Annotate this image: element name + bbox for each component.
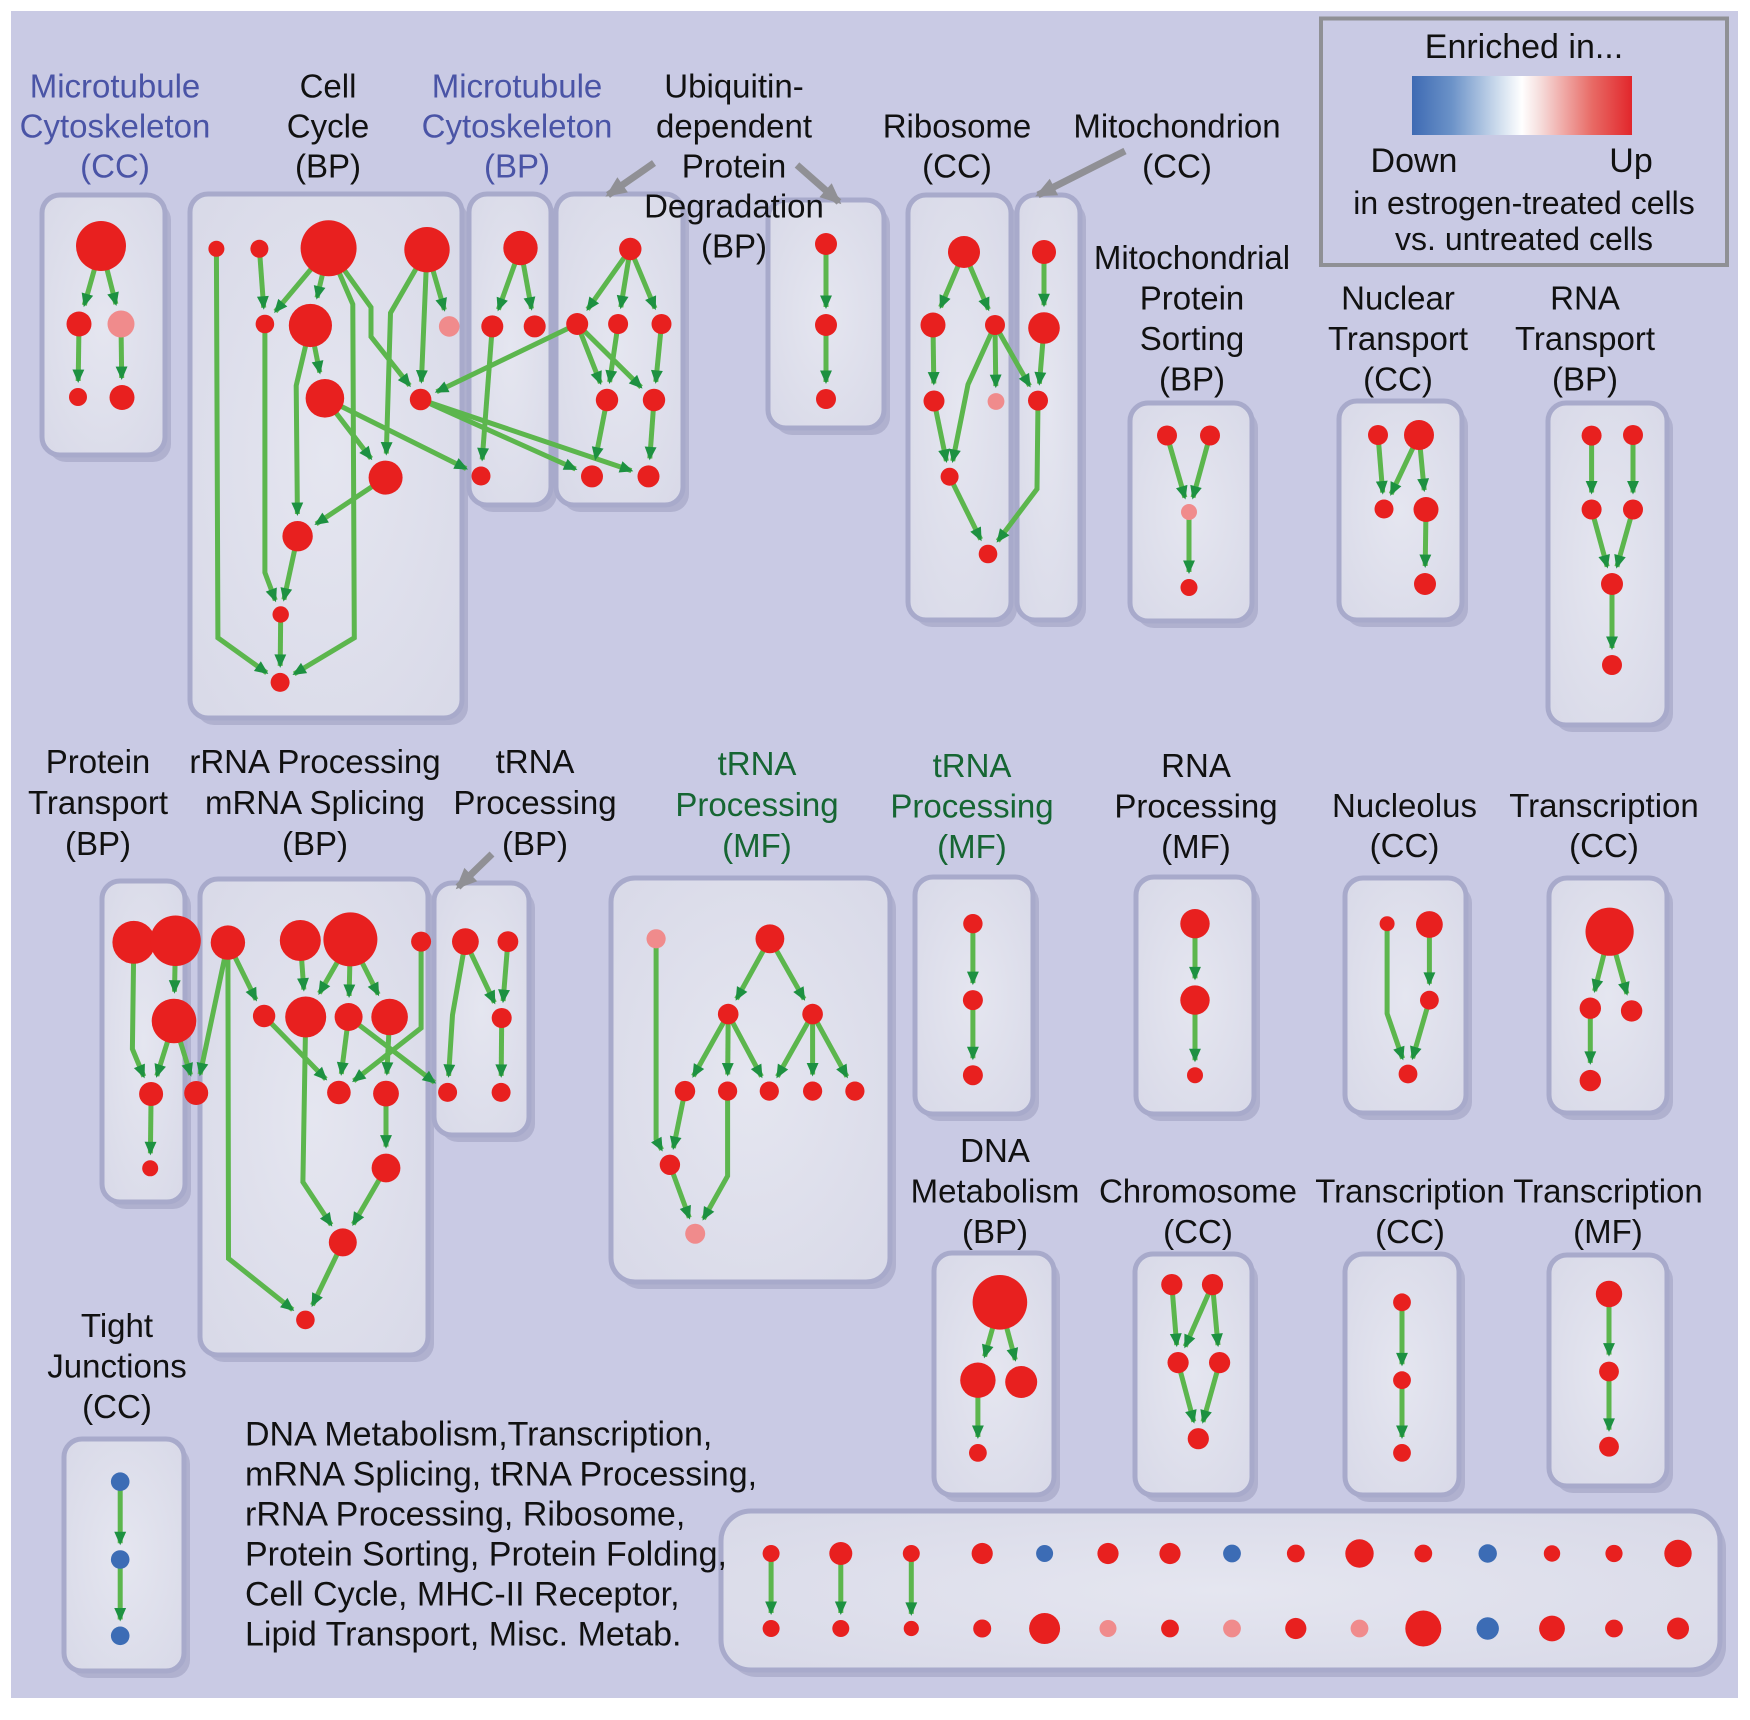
svg-text:in estrogen-treated cells: in estrogen-treated cells	[1353, 185, 1695, 221]
svg-text:dependent: dependent	[656, 108, 812, 145]
svg-text:Cytoskeleton: Cytoskeleton	[20, 108, 211, 145]
svg-text:Ubiquitin-: Ubiquitin-	[664, 68, 803, 105]
svg-text:(BP): (BP)	[962, 1213, 1028, 1250]
svg-text:Protein: Protein	[1140, 280, 1245, 317]
svg-text:(CC): (CC)	[1569, 827, 1639, 864]
svg-text:Metabolism: Metabolism	[911, 1173, 1080, 1210]
svg-text:tRNA: tRNA	[496, 743, 575, 780]
svg-text:Microtubule: Microtubule	[30, 68, 201, 105]
svg-text:(CC): (CC)	[82, 1388, 152, 1425]
svg-text:Transport: Transport	[1515, 320, 1655, 357]
svg-text:tRNA: tRNA	[933, 747, 1012, 784]
svg-text:Lipid Transport, Misc. Metab.: Lipid Transport, Misc. Metab.	[245, 1616, 682, 1654]
svg-text:rRNA Processing: rRNA Processing	[189, 743, 440, 780]
svg-text:Cell: Cell	[300, 68, 357, 105]
svg-text:Protein: Protein	[46, 743, 151, 780]
svg-text:(MF): (MF)	[1573, 1213, 1643, 1250]
svg-text:Protein: Protein	[682, 148, 787, 185]
svg-text:(CC): (CC)	[1363, 361, 1433, 398]
svg-text:(BP): (BP)	[1552, 361, 1618, 398]
svg-text:RNA: RNA	[1161, 747, 1231, 784]
svg-text:Transcription: Transcription	[1509, 787, 1699, 824]
svg-text:(BP): (BP)	[701, 228, 767, 265]
svg-text:(CC): (CC)	[1370, 827, 1440, 864]
svg-text:(BP): (BP)	[65, 825, 131, 862]
svg-text:Nuclear: Nuclear	[1341, 280, 1455, 317]
svg-text:Enriched in...: Enriched in...	[1425, 28, 1623, 66]
svg-text:Junctions: Junctions	[47, 1348, 186, 1385]
svg-text:rRNA Processing, Ribosome,: rRNA Processing, Ribosome,	[245, 1496, 685, 1534]
svg-text:(MF): (MF)	[937, 828, 1007, 865]
svg-text:mRNA Splicing: mRNA Splicing	[205, 784, 425, 821]
svg-text:(BP): (BP)	[282, 825, 348, 862]
svg-text:Microtubule: Microtubule	[432, 68, 603, 105]
svg-text:Protein Sorting, Protein Foldi: Protein Sorting, Protein Folding,	[245, 1536, 727, 1574]
svg-text:Processing: Processing	[675, 786, 838, 823]
svg-text:Mitochondrial: Mitochondrial	[1094, 239, 1290, 276]
svg-text:tRNA: tRNA	[718, 745, 797, 782]
svg-text:Transcription: Transcription	[1513, 1173, 1703, 1210]
svg-text:RNA: RNA	[1550, 280, 1620, 317]
svg-text:(CC): (CC)	[922, 148, 992, 185]
svg-text:Processing: Processing	[1114, 788, 1277, 825]
svg-text:Processing: Processing	[890, 788, 1053, 825]
svg-text:(CC): (CC)	[1163, 1213, 1233, 1250]
svg-text:Tight: Tight	[81, 1307, 153, 1344]
svg-text:Cytoskeleton: Cytoskeleton	[422, 108, 613, 145]
svg-text:Processing: Processing	[453, 784, 616, 821]
svg-text:(CC): (CC)	[1142, 148, 1212, 185]
svg-text:(MF): (MF)	[1161, 828, 1231, 865]
svg-text:Ribosome: Ribosome	[883, 108, 1032, 145]
svg-text:(CC): (CC)	[1375, 1213, 1445, 1250]
svg-text:vs. untreated cells: vs. untreated cells	[1395, 221, 1653, 257]
svg-text:Nucleolus: Nucleolus	[1332, 787, 1477, 824]
svg-text:Up: Up	[1609, 142, 1652, 180]
svg-text:DNA: DNA	[960, 1132, 1030, 1169]
svg-text:(BP): (BP)	[484, 148, 550, 185]
svg-text:Transport: Transport	[28, 784, 168, 821]
svg-text:(BP): (BP)	[1159, 361, 1225, 398]
svg-text:mRNA Splicing, tRNA Processing: mRNA Splicing, tRNA Processing,	[245, 1456, 757, 1494]
svg-text:DNA Metabolism,Transcription,: DNA Metabolism,Transcription,	[245, 1416, 712, 1454]
svg-text:Cycle: Cycle	[287, 108, 370, 145]
svg-text:Chromosome: Chromosome	[1099, 1173, 1297, 1210]
svg-text:Transport: Transport	[1328, 320, 1468, 357]
svg-text:(BP): (BP)	[295, 148, 361, 185]
svg-text:(MF): (MF)	[722, 827, 792, 864]
svg-text:Degradation: Degradation	[644, 188, 824, 225]
svg-text:Cell Cycle, MHC-II Receptor,: Cell Cycle, MHC-II Receptor,	[245, 1576, 680, 1614]
svg-text:(CC): (CC)	[80, 148, 150, 185]
svg-text:Sorting: Sorting	[1140, 320, 1245, 357]
svg-text:Down: Down	[1371, 142, 1458, 180]
svg-text:Transcription: Transcription	[1315, 1173, 1505, 1210]
svg-text:Mitochondrion: Mitochondrion	[1073, 108, 1280, 145]
svg-text:(BP): (BP)	[502, 825, 568, 862]
